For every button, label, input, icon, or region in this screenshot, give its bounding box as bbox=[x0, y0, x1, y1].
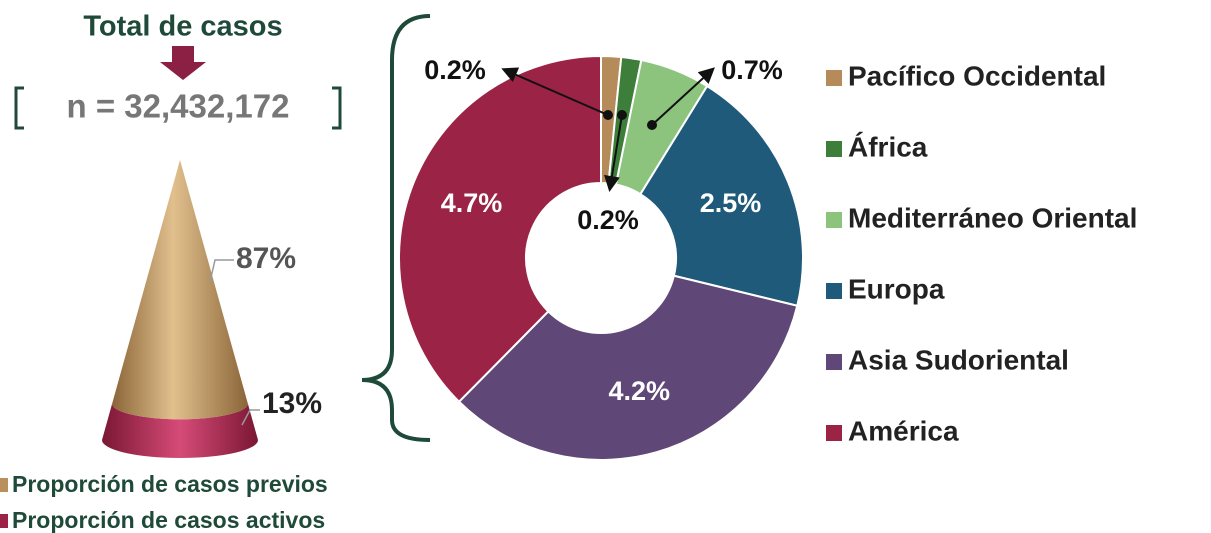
leader-line bbox=[210, 260, 234, 282]
value-label: 4.2% bbox=[608, 376, 670, 406]
callout-dot bbox=[647, 120, 657, 130]
legend-swatch bbox=[826, 283, 842, 299]
legend-label: Asia Sudoriental bbox=[848, 344, 1069, 375]
legend-label: Proporción de casos activos bbox=[12, 507, 325, 533]
cone-title: Total de casos bbox=[83, 11, 282, 43]
value-label: 87% bbox=[236, 242, 296, 275]
value-label: 2.5% bbox=[700, 188, 762, 218]
donut-chart: 0.2% Pacífico Occidental 0.2% África 0.7% Med… bbox=[399, 55, 1137, 460]
legend-label: Europa bbox=[848, 273, 945, 304]
legend-label: África bbox=[848, 131, 928, 162]
callout-dot bbox=[617, 110, 627, 120]
down-arrow bbox=[160, 46, 206, 80]
legend-swatch bbox=[826, 141, 842, 157]
legend-label: Pacífico Occidental bbox=[848, 60, 1106, 91]
legend-swatch bbox=[826, 70, 842, 86]
callout-dot bbox=[603, 110, 613, 120]
legend-swatch bbox=[0, 514, 8, 528]
legend-swatch bbox=[826, 354, 842, 370]
value-label: 0.7% bbox=[721, 55, 783, 85]
legend-swatch bbox=[826, 212, 842, 228]
infographic: Total de casos n = 32,432,172 87% Proporc… bbox=[0, 0, 1211, 533]
value-label: 4.7% bbox=[441, 188, 503, 218]
value-label: 0.2% bbox=[577, 205, 639, 235]
value-label: 0.2% bbox=[424, 55, 486, 85]
legend-swatch bbox=[826, 425, 842, 441]
cone-top bbox=[112, 160, 248, 419]
legend-label: Proporción de casos previos bbox=[12, 471, 328, 497]
cone-chart: 87% Proporción de casos previos 13% Proporc… bbox=[0, 160, 328, 533]
total-count: n = 32,432,172 bbox=[67, 88, 290, 125]
legend-label: Mediterráneo Oriental bbox=[848, 202, 1137, 233]
value-label: 13% bbox=[262, 387, 322, 420]
legend-label: América bbox=[848, 415, 959, 446]
legend-swatch bbox=[0, 478, 8, 492]
